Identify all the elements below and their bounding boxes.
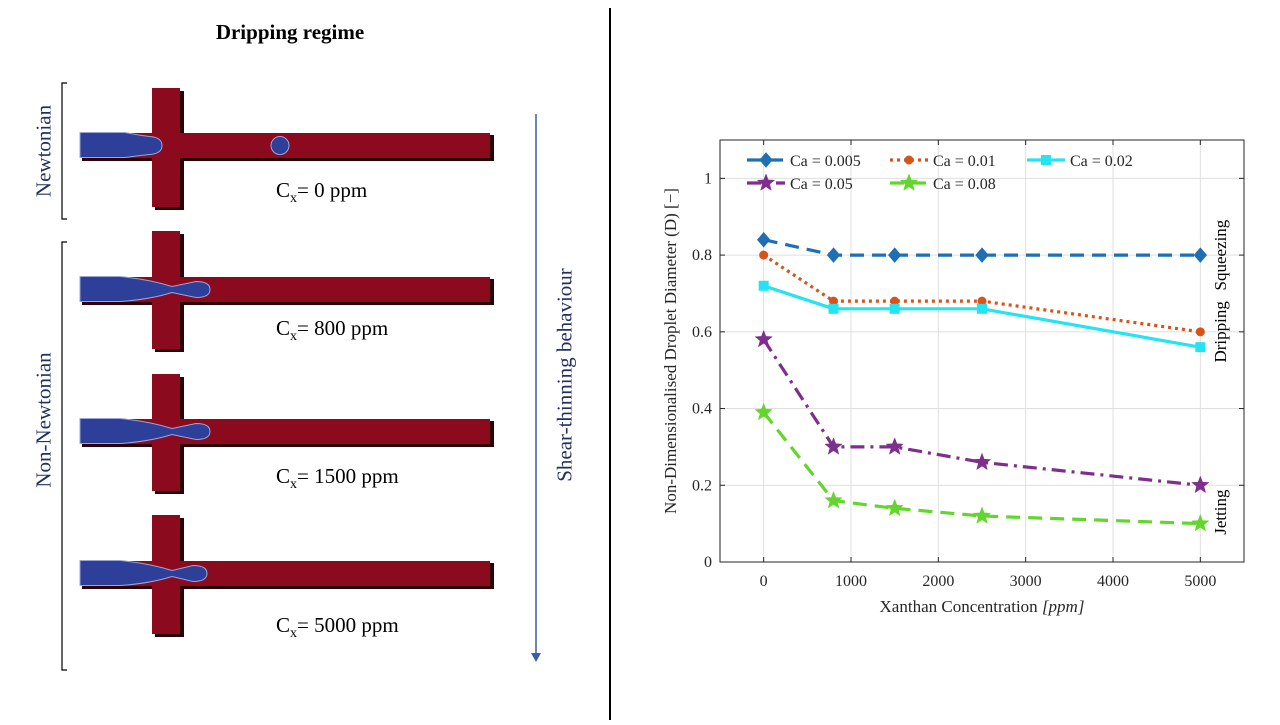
chart-panel: 0 1000 2000 3000 4000 5000 0 0.2 0.4 0.6 0.8 1 Ca =… <box>612 0 1280 720</box>
non-newtonian-label: Non-Newtonian <box>31 352 56 488</box>
x-tick-label: 3000 <box>1010 573 1042 590</box>
data-point <box>757 231 771 248</box>
legend-entry-3: Ca = 0.05 <box>747 173 853 193</box>
y-tick-label: 0.4 <box>692 401 712 418</box>
droplet-diameter-chart: 0 1000 2000 3000 4000 5000 0 0.2 0.4 0.6 0.8 1 Ca =… <box>661 139 1245 616</box>
legend-label: Ca = 0.005 <box>790 153 861 170</box>
data-point <box>828 303 839 314</box>
data-point <box>1193 247 1207 263</box>
data-point <box>829 296 839 306</box>
data-point <box>759 250 769 260</box>
simulation-panel: Dripping regime Newtonian Non-Newtonian … <box>0 0 610 720</box>
data-point <box>885 498 904 517</box>
series-2 <box>758 280 1206 353</box>
series-1 <box>759 250 1205 337</box>
dispersed-phase-thread <box>79 560 208 586</box>
data-point <box>1195 327 1205 337</box>
data-point <box>758 280 769 291</box>
concentration-label-1: Cx= 800 ppm <box>276 316 389 345</box>
data-point <box>824 437 843 455</box>
legend-label: Ca = 0.05 <box>790 176 853 193</box>
newtonian-label: Newtonian <box>31 104 56 198</box>
x-tick-label: 4000 <box>1097 573 1129 590</box>
data-point <box>885 437 904 455</box>
x-tick-label: 2000 <box>922 573 954 590</box>
channel-case-3 <box>79 515 494 637</box>
legend-entry-1: Ca = 0.01 <box>890 153 996 170</box>
channel-case-2 <box>79 374 494 494</box>
x-tick-label: 0 <box>760 573 768 590</box>
legend-entry-0: Ca = 0.005 <box>747 152 861 170</box>
data-point <box>977 296 987 306</box>
panel-divider <box>609 8 611 720</box>
data-point <box>759 152 773 168</box>
regime-label-2: Jetting <box>1211 489 1230 535</box>
channel-case-0 <box>79 88 494 210</box>
concentration-label-3: Cx= 5000 ppm <box>276 613 399 642</box>
y-axis-label: Non-Dimensionalised Droplet Diameter (D)… <box>661 188 680 514</box>
y-tick-label: 0.6 <box>692 324 712 341</box>
data-point <box>1191 513 1210 532</box>
series-line <box>763 284 1201 349</box>
t-junction-channels <box>79 88 494 637</box>
y-tick-label: 0.8 <box>692 247 712 264</box>
series-line <box>762 338 1201 487</box>
dispersed-phase-plug <box>79 132 163 158</box>
y-tick-label: 1 <box>704 170 712 187</box>
data-point <box>972 452 992 471</box>
shear-thinning-label: Shear-thinning behaviour <box>552 268 577 482</box>
x-tick-label: 1000 <box>835 573 867 590</box>
regime-labels: Squeezing Dripping Jetting <box>1211 219 1230 535</box>
legend-entry-2: Ca = 0.02 <box>1027 153 1133 170</box>
trend-arrow-head <box>531 653 541 662</box>
legend-label: Ca = 0.01 <box>933 153 996 170</box>
series-line <box>762 411 1201 526</box>
regime-label-0: Squeezing <box>1211 219 1230 290</box>
plot-frame <box>719 139 1245 563</box>
simulation-illustrations <box>61 82 541 671</box>
data-point <box>888 247 902 263</box>
data-point <box>889 303 900 314</box>
data-point <box>754 329 773 348</box>
legend-label: Ca = 0.08 <box>933 176 996 193</box>
series-0 <box>757 231 1207 263</box>
data-point <box>754 402 773 421</box>
x-tick-label: 5000 <box>1184 573 1216 590</box>
data-point <box>1191 475 1210 494</box>
series-3 <box>754 329 1210 494</box>
grid <box>720 140 1244 563</box>
regime-label-1: Dripping <box>1211 301 1230 363</box>
detached-droplet <box>270 136 290 155</box>
data-point <box>972 506 992 524</box>
newtonian-bracket <box>61 82 67 220</box>
data-point <box>1195 342 1206 353</box>
series-line <box>762 253 1201 334</box>
legend-entry-4: Ca = 0.08 <box>890 173 996 193</box>
data-point <box>826 247 841 263</box>
data-point <box>756 173 776 191</box>
concentration-label-2: Cx= 1500 ppm <box>276 464 399 493</box>
data-point <box>890 296 900 306</box>
y-tick-label: 0 <box>704 554 712 571</box>
legend: Ca = 0.005 Ca = 0.01 Ca = 0.02 Ca = 0.05 Ca … <box>747 152 1133 193</box>
non-newtonian-bracket <box>61 241 67 671</box>
x-axis-label: Xanthan Concentration [ppm] <box>880 597 1085 616</box>
data-point <box>899 173 919 191</box>
data-point <box>904 155 914 165</box>
y-tick-label: 0.2 <box>692 477 712 494</box>
concentration-label-0: Cx= 0 ppm <box>276 178 368 207</box>
channel-case-1 <box>79 231 494 352</box>
panel-title: Dripping regime <box>215 20 365 44</box>
series-4 <box>754 402 1210 532</box>
legend-label: Ca = 0.02 <box>1070 153 1133 170</box>
data-point <box>975 247 989 263</box>
series <box>754 231 1210 532</box>
dispersed-phase-thread <box>79 276 211 302</box>
data-point <box>977 303 987 314</box>
dispersed-phase-thread <box>79 418 211 444</box>
data-point <box>1041 155 1051 165</box>
data-point <box>824 490 843 509</box>
axis-ticks: 0 1000 2000 3000 4000 5000 0 0.2 0.4 0.6 0.8 1 <box>692 140 1244 590</box>
